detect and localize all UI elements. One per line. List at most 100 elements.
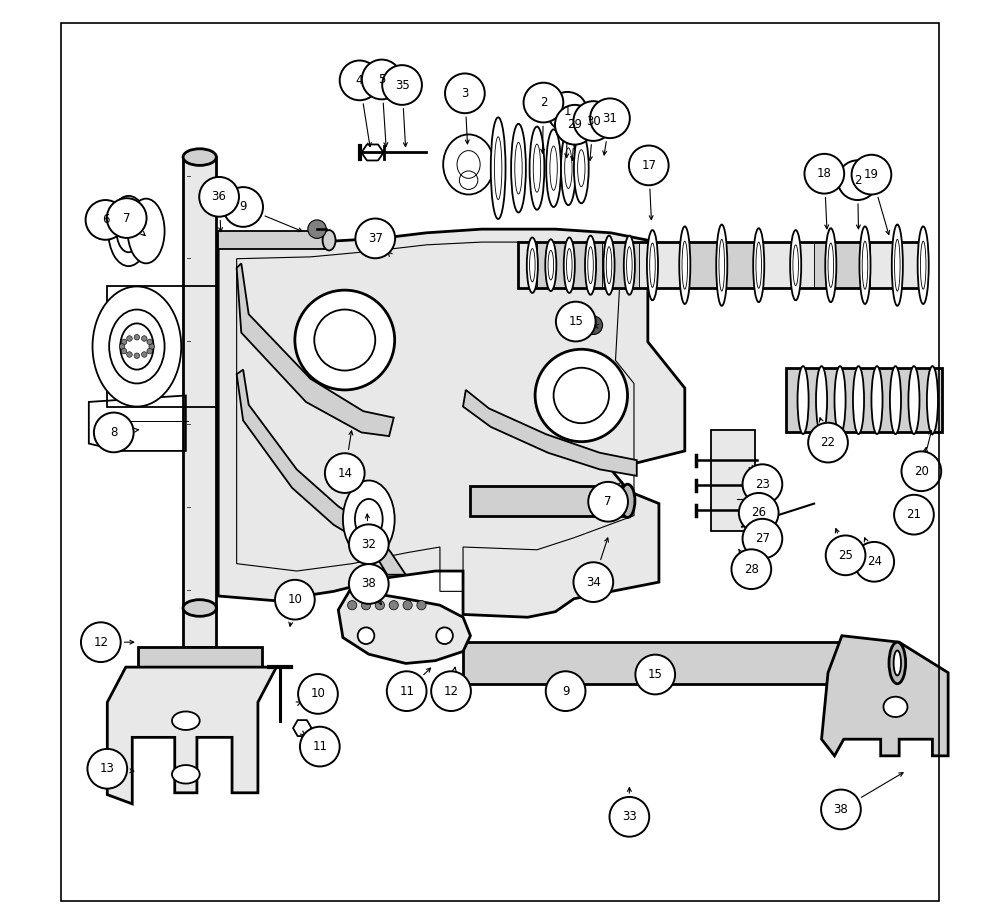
Ellipse shape	[457, 151, 480, 178]
Ellipse shape	[295, 290, 395, 390]
Ellipse shape	[895, 239, 900, 291]
Circle shape	[588, 482, 628, 521]
Ellipse shape	[550, 146, 557, 190]
Circle shape	[308, 220, 326, 238]
Text: 2: 2	[854, 174, 861, 187]
Ellipse shape	[314, 310, 375, 371]
Ellipse shape	[117, 210, 141, 252]
Ellipse shape	[183, 149, 216, 165]
Polygon shape	[237, 370, 406, 575]
Circle shape	[546, 671, 585, 711]
Circle shape	[804, 153, 844, 194]
Bar	[759, 242, 814, 288]
Circle shape	[349, 564, 389, 604]
Circle shape	[417, 601, 426, 610]
Bar	[870, 242, 925, 288]
Text: 17: 17	[641, 159, 656, 172]
Circle shape	[743, 518, 782, 558]
Ellipse shape	[679, 226, 690, 304]
Ellipse shape	[183, 600, 216, 616]
Circle shape	[134, 353, 140, 359]
Ellipse shape	[793, 245, 798, 286]
Text: 10: 10	[287, 593, 302, 606]
Circle shape	[901, 452, 941, 492]
Ellipse shape	[894, 650, 901, 675]
Ellipse shape	[323, 230, 336, 250]
Ellipse shape	[834, 366, 846, 434]
Text: 38: 38	[834, 803, 848, 816]
Ellipse shape	[530, 127, 544, 210]
Text: 3: 3	[461, 87, 469, 100]
Circle shape	[382, 65, 422, 104]
Ellipse shape	[883, 697, 907, 717]
Ellipse shape	[436, 627, 453, 644]
Text: 7: 7	[123, 212, 130, 225]
Bar	[183, 157, 216, 608]
Text: 26: 26	[751, 506, 766, 519]
Text: 15: 15	[648, 668, 663, 681]
Circle shape	[223, 187, 263, 226]
Text: 22: 22	[821, 436, 836, 449]
Circle shape	[555, 105, 595, 144]
Ellipse shape	[172, 765, 200, 784]
Circle shape	[838, 161, 877, 201]
Ellipse shape	[871, 366, 883, 434]
Text: 32: 32	[361, 538, 376, 551]
Ellipse shape	[753, 228, 764, 302]
Circle shape	[349, 525, 389, 564]
Ellipse shape	[816, 366, 827, 434]
Text: 1: 1	[564, 105, 571, 118]
Ellipse shape	[511, 124, 526, 213]
Circle shape	[141, 335, 147, 341]
Circle shape	[361, 601, 371, 610]
Circle shape	[584, 316, 603, 334]
Ellipse shape	[859, 226, 871, 304]
Circle shape	[431, 671, 471, 711]
Text: 33: 33	[622, 810, 637, 823]
Circle shape	[629, 146, 669, 186]
Circle shape	[739, 493, 779, 533]
Circle shape	[573, 562, 613, 602]
Circle shape	[86, 201, 125, 240]
Text: 14: 14	[337, 467, 352, 480]
Circle shape	[325, 454, 365, 493]
Text: 34: 34	[586, 576, 601, 589]
Circle shape	[298, 675, 338, 713]
Circle shape	[348, 601, 357, 610]
Ellipse shape	[565, 148, 572, 188]
Ellipse shape	[108, 196, 149, 266]
Ellipse shape	[561, 131, 576, 205]
Circle shape	[81, 623, 121, 662]
Ellipse shape	[355, 499, 383, 540]
Text: 8: 8	[110, 426, 117, 439]
Text: 18: 18	[817, 167, 832, 180]
Ellipse shape	[109, 310, 165, 383]
Ellipse shape	[93, 286, 181, 407]
Polygon shape	[138, 647, 262, 667]
Text: 12: 12	[93, 636, 108, 649]
Circle shape	[147, 348, 152, 354]
Ellipse shape	[606, 247, 612, 284]
Circle shape	[808, 423, 848, 462]
Circle shape	[375, 601, 384, 610]
Ellipse shape	[564, 237, 575, 293]
Ellipse shape	[494, 137, 502, 200]
Ellipse shape	[120, 323, 154, 370]
Text: 24: 24	[867, 555, 882, 568]
Circle shape	[127, 352, 132, 358]
Text: 15: 15	[568, 315, 583, 328]
Bar	[537, 242, 602, 288]
Ellipse shape	[927, 366, 938, 434]
Text: 29: 29	[567, 118, 582, 131]
Circle shape	[127, 335, 132, 341]
Ellipse shape	[716, 225, 727, 306]
Circle shape	[826, 535, 865, 575]
Ellipse shape	[172, 711, 200, 730]
Circle shape	[362, 59, 402, 99]
Text: 11: 11	[312, 740, 327, 753]
Text: 4: 4	[356, 74, 363, 87]
Text: 35: 35	[395, 79, 409, 91]
Circle shape	[852, 155, 891, 195]
Circle shape	[389, 601, 398, 610]
Ellipse shape	[908, 366, 919, 434]
